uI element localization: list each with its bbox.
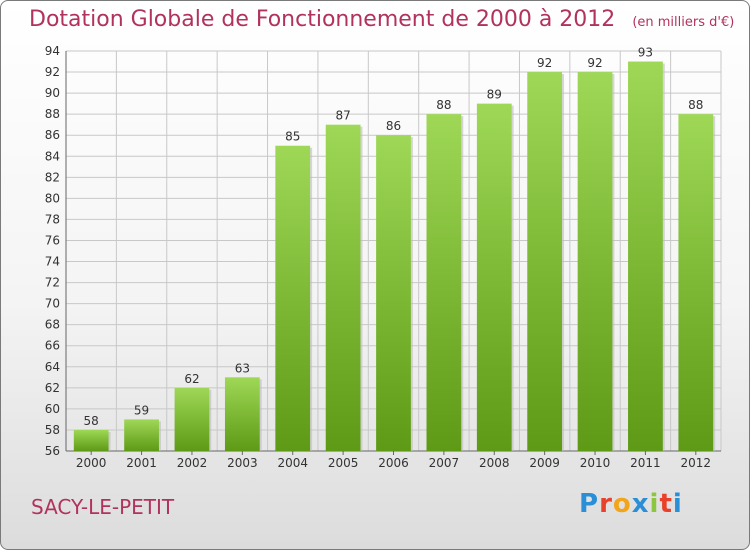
bar: [426, 114, 462, 451]
bar-value-label: 85: [285, 130, 300, 144]
bar-value-label: 86: [386, 119, 401, 133]
bar-value-label: 87: [335, 109, 350, 123]
y-tick-label: 86: [45, 128, 60, 142]
commune-name: SACY-LE-PETIT: [31, 495, 175, 519]
label-layer: 58 59 62 63 85 87 86 88 89 92 92 93 88: [84, 46, 704, 428]
bar: [174, 387, 210, 451]
bar-value-label: 92: [537, 56, 552, 70]
logo-letter: x: [631, 489, 650, 519]
chart-unit: (en milliers d'€): [632, 15, 735, 30]
bar: [73, 429, 109, 451]
chart-title: Dotation Globale de Fonctionnement de 20…: [29, 7, 734, 32]
axis-layer: 56 58 60 62 64 66 68 70 72 74 76 78 80 82 84 86 88 90 92 94…: [45, 44, 721, 470]
y-tick-label: 94: [45, 44, 60, 58]
x-tick-label: 2004: [277, 456, 308, 470]
bar-value-label: 88: [436, 98, 451, 112]
y-tick-label: 90: [45, 86, 60, 100]
bar-layer: [73, 61, 716, 452]
bar: [224, 377, 260, 451]
y-tick-label: 92: [45, 65, 60, 79]
x-tick-label: 2006: [378, 456, 409, 470]
y-tick-label: 60: [45, 402, 60, 416]
x-tick-label: 2003: [227, 456, 258, 470]
logo-letter: i: [649, 489, 660, 519]
bar: [577, 72, 613, 451]
bar: [376, 135, 411, 452]
logo-letter: i: [672, 489, 683, 519]
x-tick-label: 2002: [177, 456, 208, 470]
x-tick-label: 2012: [681, 456, 712, 470]
bar-value-label: 62: [184, 372, 199, 386]
y-tick-label: 58: [45, 423, 60, 437]
x-tick-label: 2009: [529, 456, 560, 470]
bar-value-label: 59: [134, 403, 149, 417]
y-tick-label: 66: [45, 339, 60, 353]
y-tick-label: 62: [45, 381, 60, 395]
bar-value-label: 88: [688, 98, 703, 112]
y-tick-label: 78: [45, 212, 60, 226]
bar-value-label: 92: [587, 56, 602, 70]
proxiti-logo: Proxiti: [579, 489, 683, 519]
bar-value-label: 93: [638, 46, 653, 60]
logo-letter: o: [612, 489, 632, 519]
y-tick-label: 70: [45, 297, 60, 311]
y-tick-label: 64: [45, 360, 60, 374]
bar: [476, 103, 512, 451]
chart-title-text: Dotation Globale de Fonctionnement de 20…: [29, 7, 616, 32]
bar: [275, 145, 311, 451]
bar: [325, 124, 361, 452]
y-tick-label: 82: [45, 170, 60, 184]
x-tick-label: 2008: [479, 456, 510, 470]
x-tick-label: 2011: [630, 456, 661, 470]
bar: [678, 114, 714, 451]
x-tick-label: 2007: [429, 456, 460, 470]
y-tick-label: 76: [45, 233, 60, 247]
logo-letter: r: [599, 489, 613, 519]
bar-value-label: 89: [487, 88, 502, 102]
x-tick-label: 2010: [580, 456, 611, 470]
bar: [124, 419, 159, 451]
logo-letter: t: [659, 489, 673, 519]
y-tick-label: 74: [45, 255, 60, 269]
x-tick-label: 2005: [328, 456, 359, 470]
y-tick-label: 84: [45, 149, 60, 163]
x-tick-label: 2000: [76, 456, 107, 470]
bar: [628, 61, 663, 452]
bar-value-label: 63: [235, 361, 250, 375]
y-tick-label: 88: [45, 107, 60, 121]
y-tick-label: 68: [45, 318, 60, 332]
bar-value-label: 58: [84, 414, 99, 428]
y-tick-label: 72: [45, 276, 60, 290]
x-tick-label: 2001: [126, 456, 157, 470]
y-tick-label: 56: [45, 444, 60, 458]
bar: [527, 72, 563, 451]
y-tick-label: 80: [45, 191, 60, 205]
logo-letter: P: [579, 489, 600, 519]
